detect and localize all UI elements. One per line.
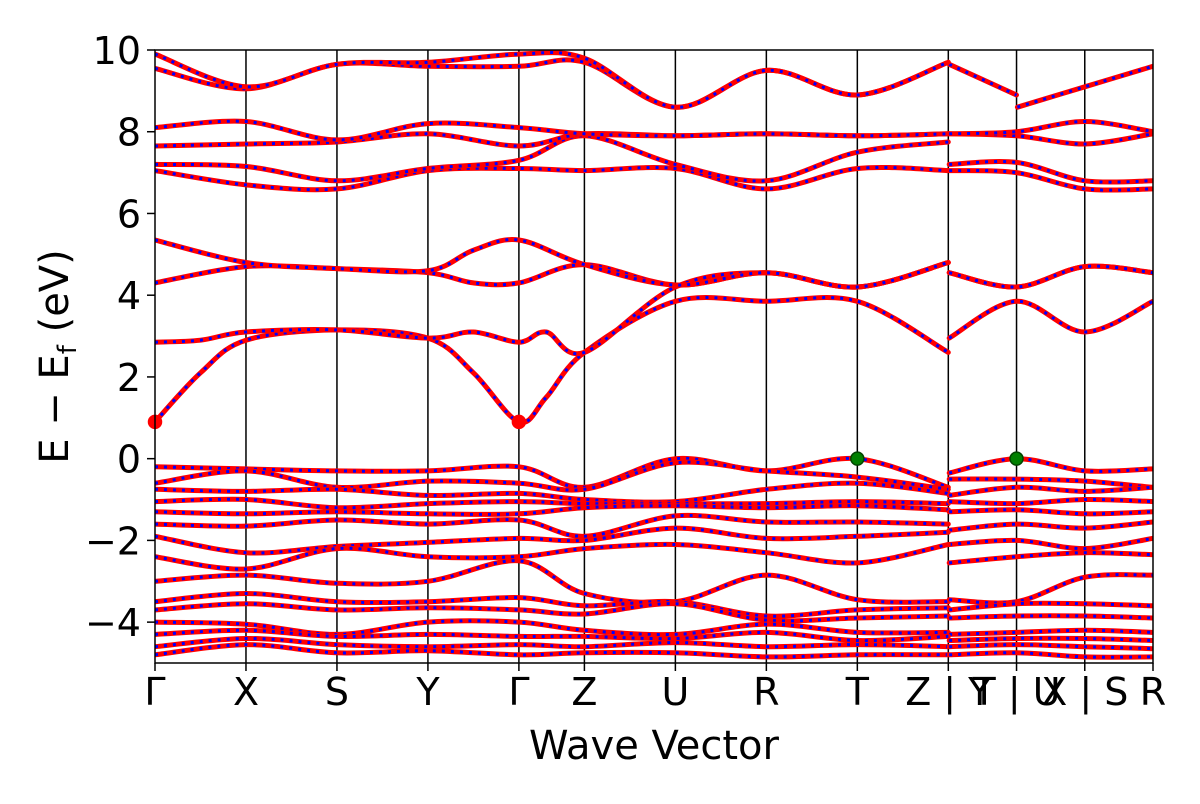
plot-frame xyxy=(154,49,1154,664)
band-line-spin-up xyxy=(155,541,951,572)
band-line-spin-up xyxy=(155,260,951,357)
band-line-spin-down xyxy=(155,165,949,192)
band-line-spin-up xyxy=(946,484,1153,498)
band-line-spin-down xyxy=(949,636,1153,642)
x-tick-label: Y xyxy=(415,670,440,714)
band-extremum-point xyxy=(511,414,527,430)
band-line-spin-down xyxy=(155,261,949,289)
x-tick-label: T xyxy=(845,670,870,714)
x-tick-label: Γ xyxy=(144,670,165,714)
band-line-spin-up xyxy=(946,572,1153,606)
band-line-spin-up xyxy=(946,535,1153,552)
y-tick-label: 10 xyxy=(93,29,141,73)
band-line-spin-down xyxy=(155,628,949,643)
x-tick-label: R xyxy=(753,670,779,714)
band-line-spin-down xyxy=(155,504,949,516)
band-line-spin-down xyxy=(155,456,949,489)
band-line-spin-down xyxy=(155,619,949,637)
band-line-spin-up xyxy=(946,456,1153,476)
band-line-spin-down xyxy=(949,485,1153,497)
y-tick-label: 4 xyxy=(117,274,141,318)
band-line-spin-up xyxy=(155,237,951,290)
band-line-spin-down xyxy=(949,601,1153,612)
x-tick-label: U xyxy=(661,670,689,714)
y-tick-label: 0 xyxy=(117,438,141,482)
y-axis-label: E − Ef (eV) xyxy=(32,249,83,464)
extrema-points xyxy=(147,414,1024,466)
y-tick-label: −2 xyxy=(85,519,141,563)
band-line-spin-down xyxy=(949,497,1153,506)
band-line-spin-down xyxy=(949,628,1153,636)
band-line-spin-down xyxy=(949,573,1153,605)
band-line-spin-down xyxy=(155,497,949,510)
band-line-spin-down xyxy=(155,481,949,504)
band-line-spin-down xyxy=(949,508,1153,516)
x-tick-label: S xyxy=(325,670,349,714)
band-line-spin-down xyxy=(949,119,1153,136)
y-axis-label-main: E − E xyxy=(32,354,78,464)
band-extremum-point xyxy=(850,451,865,466)
band-line-spin-up xyxy=(946,263,1153,290)
band-line-spin-down xyxy=(948,62,1018,97)
x-tick-label: Γ xyxy=(508,670,529,714)
band-lines xyxy=(155,50,1153,660)
x-axis-label: Wave Vector xyxy=(529,723,780,769)
band-line-spin-down xyxy=(155,559,949,605)
y-axis-label-sub: f xyxy=(53,344,83,354)
band-line-spin-down xyxy=(949,551,1153,565)
y-axis-ticks: −4 −2 0 2 4 6 8 10 xyxy=(85,29,155,645)
band-line-spin-down xyxy=(155,261,949,356)
band-line-spin-down xyxy=(155,636,949,649)
y-tick-label: 8 xyxy=(117,111,141,155)
band-line-spin-down xyxy=(949,169,1153,192)
band-line-spin-down xyxy=(949,520,1153,532)
x-tick-label: Z xyxy=(571,670,597,714)
band-line-spin-down xyxy=(155,591,949,618)
band-line-spin-up xyxy=(946,298,1153,341)
band-line-spin-down xyxy=(949,160,1153,184)
y-tick-label: 6 xyxy=(117,192,141,236)
band-line-spin-down xyxy=(155,602,949,623)
x-tick-label: X | S xyxy=(1041,670,1128,715)
band-line-spin-down xyxy=(949,643,1153,651)
band-line-spin-down xyxy=(949,651,1153,659)
x-tick-label: R xyxy=(1140,670,1166,714)
band-line-spin-down xyxy=(155,643,949,659)
high-symmetry-lines xyxy=(245,50,1086,663)
band-line-spin-down xyxy=(949,477,1153,489)
x-tick-label: X xyxy=(233,670,259,714)
x-tick-label: Z | Y xyxy=(905,670,992,715)
y-axis-label-unit: (eV) xyxy=(32,249,78,345)
band-line-spin-down xyxy=(155,134,949,183)
band-line-spin-down xyxy=(949,614,1153,620)
band-line-spin-down xyxy=(155,513,949,538)
band-line-spin-up xyxy=(155,295,951,425)
y-tick-label: 2 xyxy=(117,356,141,400)
band-line-spin-down xyxy=(949,536,1153,551)
band-extremum-point xyxy=(1009,451,1024,466)
band-line-spin-up xyxy=(946,118,1153,137)
y-tick-label: −4 xyxy=(85,601,141,645)
band-line-spin-down xyxy=(155,119,949,142)
band-line-spin-down xyxy=(155,526,949,555)
band-line-spin-up xyxy=(155,118,951,143)
band-line-spin-down xyxy=(155,542,949,571)
band-line-spin-down xyxy=(155,51,949,109)
band-line-spin-down xyxy=(155,296,950,424)
band-line-spin-down xyxy=(155,131,949,148)
band-line-spin-down xyxy=(948,299,1153,340)
band-line-spin-up xyxy=(1014,63,1153,110)
x-tick-label: T | U xyxy=(972,670,1061,715)
band-line-spin-down xyxy=(155,460,949,492)
